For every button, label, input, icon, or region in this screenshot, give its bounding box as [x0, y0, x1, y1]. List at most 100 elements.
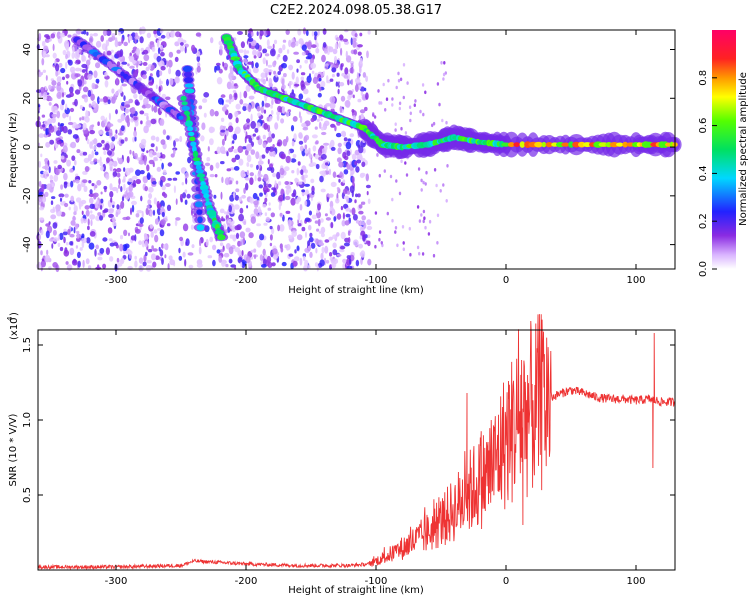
noise-speckle — [172, 177, 178, 181]
noise-speckle — [135, 169, 141, 176]
noise-speckle — [320, 252, 324, 260]
noise-speckle — [198, 105, 203, 110]
noise-speckle — [243, 55, 249, 59]
noise-speckle — [65, 74, 70, 79]
noise-speckle — [118, 157, 124, 165]
noise-speckle — [292, 154, 297, 158]
noise-speckle — [169, 77, 174, 86]
noise-speckle — [135, 213, 140, 218]
feature-core — [196, 224, 205, 231]
noise-speckle — [352, 38, 357, 42]
noise-speckle — [164, 254, 167, 259]
noise-speckle — [181, 182, 184, 186]
noise-speckle — [84, 96, 88, 103]
noise-speckle — [414, 99, 417, 103]
noise-speckle — [69, 241, 73, 246]
noise-speckle — [253, 254, 257, 260]
noise-speckle — [244, 136, 247, 144]
noise-speckle — [288, 253, 294, 257]
noise-speckle — [184, 172, 189, 179]
noise-speckle — [45, 128, 48, 136]
noise-speckle — [215, 65, 221, 71]
noise-speckle — [252, 133, 256, 137]
noise-speckle — [105, 247, 110, 256]
noise-speckle — [184, 43, 189, 48]
noise-speckle — [360, 201, 366, 205]
noise-speckle — [394, 128, 397, 132]
y-tick-label: 0 — [22, 144, 33, 150]
noise-speckle — [387, 78, 390, 83]
noise-speckle — [159, 119, 163, 125]
noise-speckle — [207, 255, 213, 259]
noise-speckle — [266, 257, 271, 261]
noise-speckle — [146, 115, 149, 121]
noise-speckle — [247, 61, 254, 65]
noise-speckle — [81, 237, 87, 244]
noise-speckle — [391, 197, 394, 202]
noise-speckle — [249, 197, 254, 204]
noise-speckle — [343, 169, 349, 175]
noise-speckle — [233, 83, 238, 87]
noise-speckle — [138, 264, 144, 272]
noise-speckle — [79, 117, 82, 121]
noise-speckle — [56, 91, 62, 99]
noise-speckle — [270, 110, 274, 115]
noise-speckle — [272, 43, 275, 49]
feature-core — [609, 142, 619, 148]
noise-speckle — [145, 207, 149, 216]
noise-speckle — [76, 149, 81, 154]
noise-speckle — [276, 142, 281, 147]
noise-speckle — [266, 136, 273, 143]
noise-speckle — [143, 112, 149, 117]
noise-speckle — [155, 84, 158, 90]
noise-speckle — [41, 258, 45, 262]
noise-speckle — [152, 261, 157, 268]
noise-speckle — [112, 216, 116, 223]
noise-speckle — [140, 141, 146, 149]
noise-speckle — [259, 29, 264, 37]
noise-speckle — [227, 218, 232, 224]
noise-speckle — [223, 211, 228, 215]
noise-speckle — [229, 234, 234, 239]
noise-speckle — [93, 158, 98, 162]
noise-speckle — [416, 245, 420, 250]
noise-speckle — [216, 146, 221, 154]
noise-speckle — [259, 155, 262, 162]
x-tick-label: 0 — [503, 275, 509, 286]
noise-speckle — [417, 167, 421, 171]
noise-speckle — [333, 55, 338, 64]
noise-speckle — [359, 235, 363, 240]
noise-speckle — [268, 82, 274, 88]
noise-speckle — [320, 118, 323, 122]
noise-speckle — [139, 110, 145, 115]
noise-speckle — [39, 217, 45, 221]
noise-speckle — [146, 164, 150, 172]
noise-speckle — [335, 132, 342, 138]
noise-speckle — [356, 155, 362, 160]
noise-speckle — [103, 185, 108, 190]
noise-speckle — [265, 59, 268, 67]
noise-speckle — [104, 72, 108, 77]
noise-speckle — [44, 254, 51, 263]
feature-core — [508, 142, 515, 148]
noise-speckle — [70, 195, 75, 203]
noise-speckle — [367, 30, 371, 35]
noise-speckle — [292, 116, 298, 122]
noise-speckle — [59, 103, 64, 111]
noise-speckle — [296, 196, 302, 203]
noise-speckle — [60, 123, 65, 127]
noise-speckle — [140, 120, 143, 125]
noise-speckle — [262, 203, 267, 208]
noise-speckle — [405, 173, 409, 177]
noise-speckle — [302, 27, 307, 35]
noise-speckle — [160, 219, 166, 226]
noise-speckle — [44, 158, 49, 163]
noise-speckle — [63, 181, 68, 185]
noise-speckle — [146, 150, 149, 154]
noise-speckle — [361, 161, 366, 168]
noise-speckle — [316, 42, 319, 49]
feature-core — [195, 169, 204, 174]
noise-speckle — [408, 226, 411, 231]
noise-speckle — [167, 263, 170, 270]
